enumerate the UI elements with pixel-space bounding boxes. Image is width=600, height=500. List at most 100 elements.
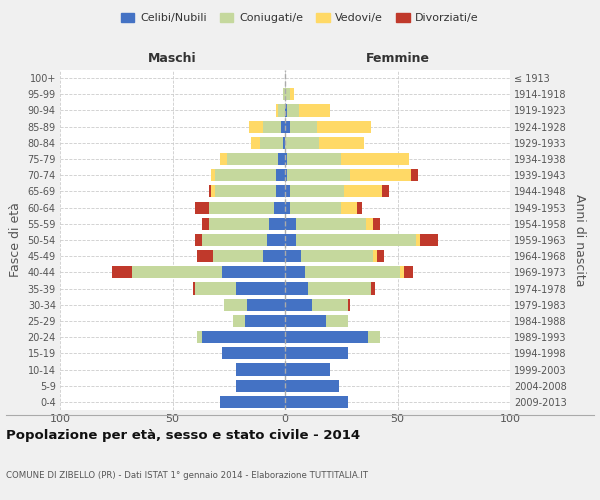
Bar <box>202 331 285 343</box>
Bar <box>195 282 235 294</box>
Bar <box>193 282 195 294</box>
Bar <box>197 331 202 343</box>
Bar <box>377 250 384 262</box>
Bar <box>285 186 290 198</box>
Bar <box>251 137 260 149</box>
Bar <box>287 104 299 117</box>
Bar <box>197 250 213 262</box>
Bar <box>305 266 400 278</box>
Bar <box>245 315 285 327</box>
Bar <box>274 202 285 213</box>
Bar <box>285 218 296 230</box>
Bar <box>285 234 296 246</box>
Bar <box>308 282 371 294</box>
Bar <box>373 250 377 262</box>
Bar <box>400 266 404 278</box>
Bar <box>281 120 285 132</box>
Bar <box>366 218 373 230</box>
Bar <box>209 186 211 198</box>
Bar <box>227 153 278 165</box>
Bar <box>290 120 317 132</box>
Bar <box>285 202 290 213</box>
Bar <box>278 104 285 117</box>
Bar <box>285 380 339 392</box>
Bar <box>296 218 366 230</box>
Bar <box>220 396 285 408</box>
Bar <box>195 234 202 246</box>
Bar <box>112 266 132 278</box>
Bar <box>260 137 283 149</box>
Bar <box>202 218 209 230</box>
Bar <box>213 250 263 262</box>
Bar <box>247 298 285 311</box>
Bar <box>299 104 330 117</box>
Bar <box>373 218 380 230</box>
Bar <box>319 137 364 149</box>
Bar <box>235 282 285 294</box>
Bar <box>195 202 209 213</box>
Bar <box>235 380 285 392</box>
Bar <box>343 186 382 198</box>
Legend: Celibi/Nubili, Coniugati/e, Vedovi/e, Divorziati/e: Celibi/Nubili, Coniugati/e, Vedovi/e, Di… <box>117 8 483 28</box>
Bar <box>357 202 361 213</box>
Bar <box>263 120 281 132</box>
Bar <box>285 348 348 360</box>
Bar <box>278 153 285 165</box>
Bar <box>415 234 420 246</box>
Bar <box>209 218 269 230</box>
Bar <box>296 234 415 246</box>
Bar <box>283 137 285 149</box>
Bar <box>317 120 371 132</box>
Bar <box>290 202 341 213</box>
Bar <box>132 266 222 278</box>
Bar <box>285 364 330 376</box>
Bar <box>285 120 290 132</box>
Bar <box>341 202 357 213</box>
Bar <box>290 186 343 198</box>
Bar <box>283 88 285 101</box>
Bar <box>276 104 278 117</box>
Bar <box>411 169 418 181</box>
Bar <box>276 169 285 181</box>
Bar <box>222 266 285 278</box>
Bar <box>285 153 287 165</box>
Bar <box>287 153 341 165</box>
Y-axis label: Fasce di età: Fasce di età <box>9 202 22 278</box>
Bar <box>235 364 285 376</box>
Bar <box>220 153 227 165</box>
Bar <box>285 250 301 262</box>
Bar <box>290 88 294 101</box>
Bar <box>285 137 319 149</box>
Bar <box>285 282 308 294</box>
Bar <box>263 250 285 262</box>
Bar <box>312 298 348 311</box>
Text: Maschi: Maschi <box>148 52 197 65</box>
Bar <box>285 104 287 117</box>
Bar <box>202 234 267 246</box>
Bar <box>301 250 373 262</box>
Bar <box>341 153 409 165</box>
Bar <box>222 348 285 360</box>
Bar <box>285 298 312 311</box>
Bar <box>285 266 305 278</box>
Bar <box>287 169 350 181</box>
Bar <box>267 234 285 246</box>
Text: Popolazione per età, sesso e stato civile - 2014: Popolazione per età, sesso e stato civil… <box>6 430 360 442</box>
Bar <box>371 282 375 294</box>
Bar <box>233 315 245 327</box>
Bar <box>350 169 411 181</box>
Bar <box>368 331 380 343</box>
Bar <box>269 218 285 230</box>
Bar <box>224 298 247 311</box>
Bar <box>211 169 215 181</box>
Bar <box>215 169 276 181</box>
Bar <box>209 202 274 213</box>
Bar <box>285 315 325 327</box>
Text: Femmine: Femmine <box>365 52 430 65</box>
Bar <box>276 186 285 198</box>
Bar <box>285 88 290 101</box>
Bar <box>285 331 368 343</box>
Bar <box>285 169 287 181</box>
Bar <box>249 120 263 132</box>
Bar <box>404 266 413 278</box>
